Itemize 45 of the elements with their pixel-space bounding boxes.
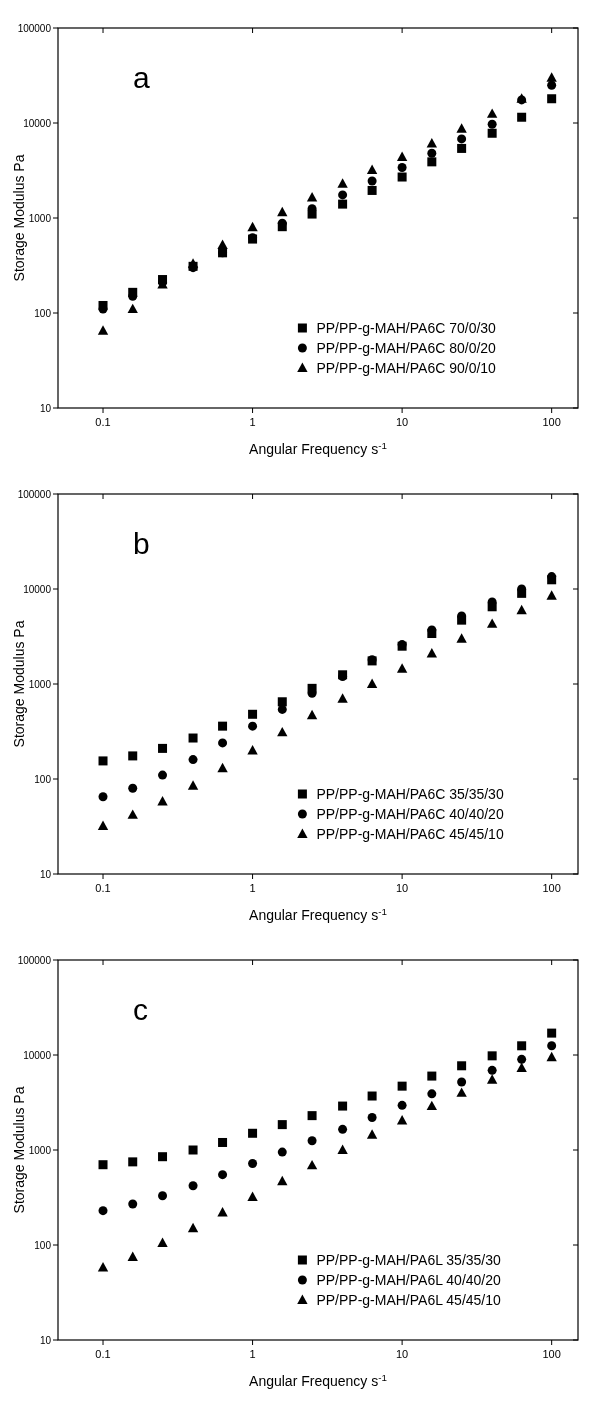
- x-axis-title: Angular Frequency s$^{-1}$: [249, 439, 387, 457]
- y-tick-label: 1000: [28, 213, 52, 224]
- y-tick-label: 100: [34, 1240, 52, 1251]
- legend-label: PP/PP-g-MAH/PA6C 35/35/30: [316, 786, 504, 802]
- x-axis-title: Angular Frequency s$^{-1}$: [249, 905, 387, 923]
- y-tick-label: 10000: [23, 1050, 52, 1061]
- x-tick-label: 10: [395, 416, 409, 428]
- x-tick-label: 100: [542, 1348, 561, 1360]
- x-axis-title: Angular Frequency s$^{-1}$: [249, 1371, 387, 1389]
- y-tick-label: 100: [34, 774, 52, 785]
- y-tick-label: 10: [39, 869, 52, 880]
- annotation: c: [133, 993, 148, 1026]
- y-tick-label: 1000: [28, 679, 52, 690]
- y-tick-label: 10000: [23, 584, 52, 595]
- y-tick-label: 10: [39, 403, 52, 414]
- annotation: b: [133, 527, 150, 560]
- y-tick-label: 100: [34, 308, 52, 319]
- legend-label: PP/PP-g-MAH/PA6C 90/0/10: [316, 360, 497, 376]
- legend-label: PP/PP-g-MAH/PA6C 45/45/10: [316, 826, 504, 842]
- legend-label: PP/PP-g-MAH/PA6C 80/0/20: [316, 340, 497, 356]
- y-tick-label: 10: [39, 1335, 52, 1346]
- y-tick-label: 100000: [17, 955, 52, 966]
- x-tick-label: 0.1: [95, 416, 111, 428]
- x-tick-label: 10: [395, 1348, 409, 1360]
- legend-label: PP/PP-g-MAH/PA6L 45/45/10: [316, 1292, 502, 1308]
- y-tick-label: 100000: [17, 23, 52, 34]
- y-axis-title: Storage Modulus Pa: [11, 154, 27, 282]
- x-tick-label: 100: [542, 416, 561, 428]
- x-tick-label: 100: [542, 882, 561, 894]
- legend-label: PP/PP-g-MAH/PA6C 40/40/20: [316, 806, 504, 822]
- y-tick-label: 1000: [28, 1145, 52, 1156]
- annotation: a: [133, 61, 150, 94]
- y-axis-title: Storage Modulus Pa: [11, 620, 27, 748]
- x-tick-label: 1: [249, 882, 256, 894]
- legend-label: PP/PP-g-MAH/PA6L 35/35/30: [316, 1252, 502, 1268]
- x-tick-label: 1: [249, 1348, 256, 1360]
- y-tick-label: 10000: [23, 118, 52, 129]
- legend-label: PP/PP-g-MAH/PA6L 40/40/20: [316, 1272, 502, 1288]
- x-tick-label: 0.1: [95, 1348, 111, 1360]
- y-axis-title: Storage Modulus Pa: [11, 1086, 27, 1214]
- x-tick-label: 0.1: [95, 882, 111, 894]
- legend-label: PP/PP-g-MAH/PA6C 70/0/30: [316, 320, 497, 336]
- x-tick-label: 10: [395, 882, 409, 894]
- y-tick-label: 100000: [17, 489, 52, 500]
- x-tick-label: 1: [249, 416, 256, 428]
